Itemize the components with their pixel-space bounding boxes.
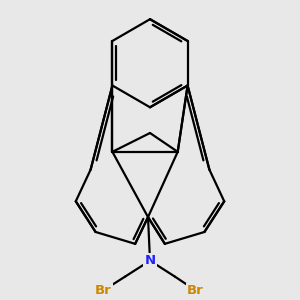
Text: N: N (144, 254, 156, 267)
Text: Br: Br (95, 284, 112, 297)
Text: Br: Br (187, 284, 204, 297)
